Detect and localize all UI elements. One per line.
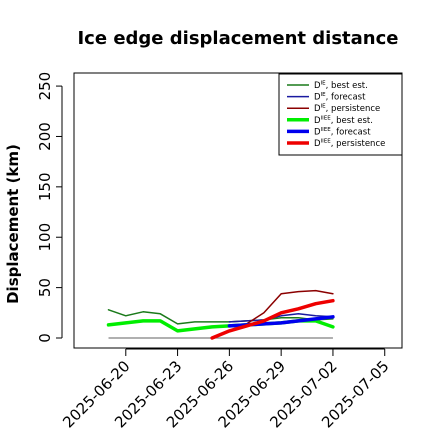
y-tick-label: 250 — [36, 72, 54, 101]
y-tick-label: 0 — [36, 333, 54, 343]
y-tick-label: 50 — [36, 278, 54, 297]
legend-entry: DIIEE, best est. — [314, 115, 373, 126]
y-axis-label: Displacement (km) — [4, 144, 22, 304]
plot-frame — [73, 72, 403, 349]
legend-entry: DIIEE, persistence — [314, 139, 385, 150]
y-tick-label: 150 — [36, 172, 54, 201]
series-line-6 — [210, 298, 335, 340]
legend-entry: DIE, persistence — [314, 104, 380, 115]
legend-entry: DIE, best est. — [314, 81, 368, 92]
series-line-2 — [228, 313, 334, 323]
chart-title: Ice edge displacement distance — [77, 28, 398, 49]
y-tick-label: 100 — [36, 223, 54, 252]
legend-entry: DIIEE, forecast — [314, 127, 371, 138]
y-tick-label: 200 — [36, 122, 54, 151]
series-line-1 — [107, 309, 334, 325]
legend-entry: DIE, forecast — [314, 92, 366, 103]
